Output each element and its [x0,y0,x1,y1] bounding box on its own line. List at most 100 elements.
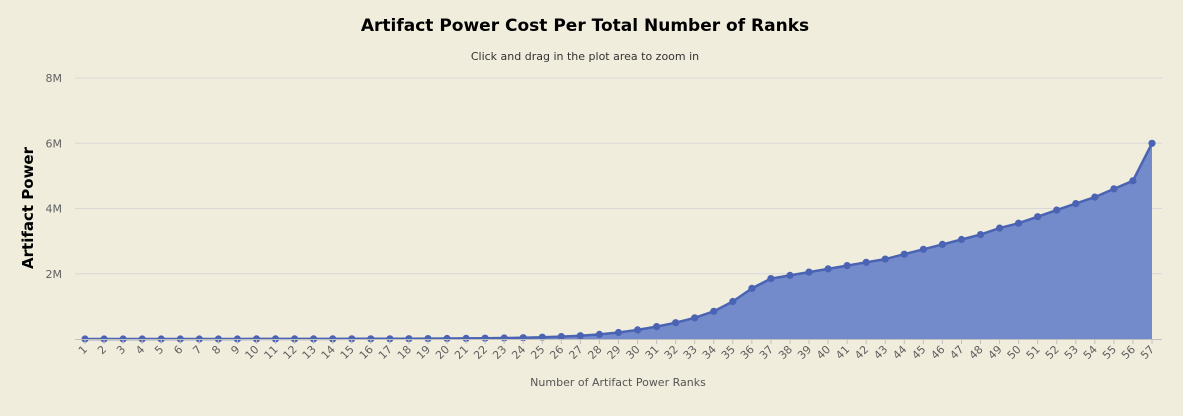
data-point-54[interactable] [1091,193,1099,201]
x-tick-label-2: 2 [95,343,109,357]
x-tick-label-26: 26 [547,343,566,362]
x-tick-label-3: 3 [114,343,128,357]
data-point-31[interactable] [653,323,661,331]
data-point-34[interactable] [710,307,718,315]
x-tick-label-29: 29 [605,343,624,362]
x-tick-label-35: 35 [719,343,738,362]
x-tick-label-47: 47 [947,343,966,362]
data-point-46[interactable] [938,240,947,248]
data-point-15[interactable] [348,335,356,343]
data-point-39[interactable] [805,268,813,276]
data-point-17[interactable] [386,335,394,343]
x-tick-label-57: 57 [1138,343,1157,362]
y-tick-label-8M: 8M [46,72,63,85]
data-point-48[interactable] [976,231,985,239]
x-tick-label-5: 5 [152,343,166,357]
data-point-27[interactable] [576,332,585,340]
x-tick-label-55: 55 [1100,343,1119,362]
y-tick-label-6M: 6M [46,137,63,150]
data-point-30[interactable] [634,326,642,334]
x-tick-label-7: 7 [190,343,204,357]
data-point-18[interactable] [405,335,413,343]
x-tick-label-10: 10 [243,343,262,362]
x-tick-label-31: 31 [643,343,662,362]
data-point-35[interactable] [729,297,737,306]
y-axis-tick-labels: 2M 4M 6M 8M [46,72,63,281]
data-point-50[interactable] [1015,219,1023,227]
x-tick-label-24: 24 [509,343,528,362]
data-point-53[interactable] [1072,200,1080,208]
data-point-38[interactable] [786,271,794,279]
data-point-45[interactable] [919,245,928,253]
x-tick-label-33: 33 [681,343,700,362]
x-tick-label-17: 17 [376,343,395,362]
x-tick-label-40: 40 [814,343,833,362]
x-tick-label-6: 6 [171,343,185,357]
x-tick-label-48: 48 [967,343,986,362]
data-point-16[interactable] [367,335,375,343]
data-point-42[interactable] [862,258,870,266]
x-tick-label-34: 34 [700,343,719,362]
x-tick-label-15: 15 [338,343,357,362]
data-point-47[interactable] [957,235,966,244]
x-tick-label-52: 52 [1043,343,1062,362]
data-point-51[interactable] [1034,213,1042,221]
x-tick-label-21: 21 [452,343,471,362]
x-tick-label-11: 11 [262,343,281,362]
data-point-44[interactable] [900,250,908,258]
x-tick-label-30: 30 [624,343,643,362]
x-tick-label-53: 53 [1062,343,1081,362]
x-tick-label-22: 22 [471,343,490,362]
data-point-37[interactable] [767,275,775,283]
x-tick-label-56: 56 [1119,343,1138,362]
x-tick-label-45: 45 [909,343,928,362]
x-tick-label-27: 27 [566,343,585,362]
data-point-57[interactable] [1148,139,1156,147]
data-point-20[interactable] [443,334,451,343]
x-tick-label-25: 25 [528,343,547,362]
data-point-21[interactable] [462,334,470,342]
data-point-52[interactable] [1053,206,1061,214]
x-tick-label-9: 9 [228,343,242,357]
x-tick-label-20: 20 [433,343,452,362]
y-tick-label-2M: 2M [46,268,63,281]
data-point-10[interactable] [252,335,261,343]
x-tick-label-51: 51 [1024,343,1043,362]
x-tick-label-49: 49 [986,343,1005,362]
data-point-33[interactable] [691,314,699,322]
data-point-56[interactable] [1129,177,1137,185]
x-tick-label-16: 16 [357,343,376,362]
x-tick-label-37: 37 [757,343,776,362]
data-point-32[interactable] [672,319,680,327]
x-tick-label-54: 54 [1081,343,1100,362]
data-point-29[interactable] [614,328,623,337]
data-point-13[interactable] [310,335,318,343]
area-fill [85,143,1152,339]
data-point-49[interactable] [996,224,1004,232]
x-tick-label-44: 44 [890,343,909,362]
data-point-14[interactable] [329,335,337,343]
data-point-19[interactable] [424,335,432,343]
x-tick-label-8: 8 [209,343,223,357]
x-tick-label-32: 32 [662,343,681,362]
x-tick-label-14: 14 [319,343,338,362]
x-tick-label-43: 43 [871,343,890,362]
data-point-12[interactable] [291,335,299,343]
x-tick-label-12: 12 [281,343,300,362]
chart-subtitle: Click and drag in the plot area to zoom … [471,50,699,63]
data-point-41[interactable] [843,262,851,270]
data-point-26[interactable] [557,333,565,341]
data-point-43[interactable] [881,255,889,263]
data-point-11[interactable] [271,335,280,343]
y-tick-label-4M: 4M [46,203,63,216]
data-point-28[interactable] [595,330,604,338]
data-point-55[interactable] [1110,185,1118,193]
x-tick-label-36: 36 [738,343,757,362]
data-point-40[interactable] [824,265,832,273]
x-tick-label-1: 1 [76,343,90,357]
y-axis-title: Artifact Power [19,146,37,269]
x-tick-label-41: 41 [833,343,852,362]
data-point-36[interactable] [748,284,756,292]
